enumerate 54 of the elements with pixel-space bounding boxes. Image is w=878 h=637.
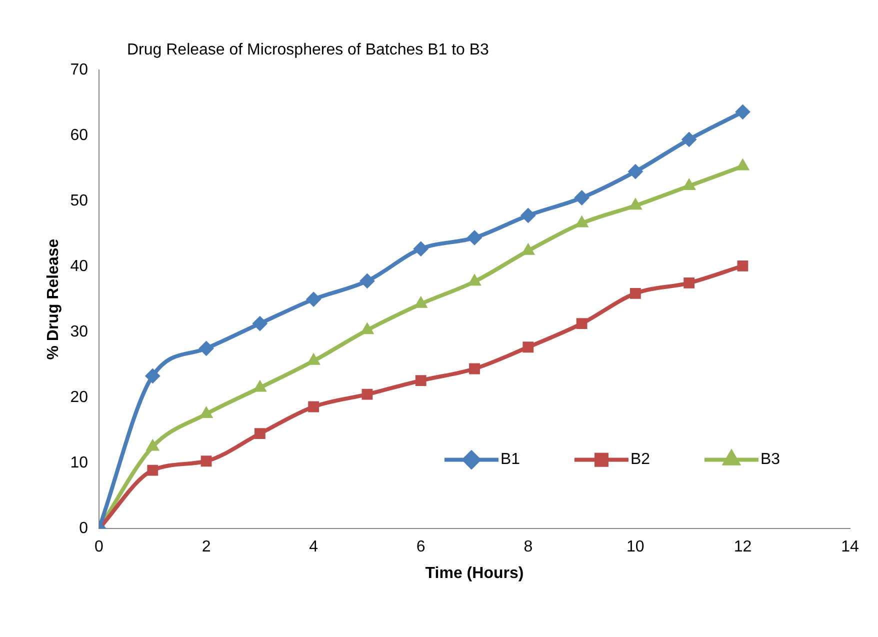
y-tick-label: 20: [70, 388, 88, 406]
point: [198, 340, 214, 356]
point: [468, 274, 482, 286]
point: [576, 318, 588, 329]
point: [200, 456, 212, 467]
y-tick-label: 70: [70, 61, 88, 78]
x-axis-title: Time (Hours): [425, 564, 524, 582]
x-tick-label: 8: [524, 538, 533, 556]
y-axis-title: % Drug Release: [45, 238, 62, 360]
point: [306, 292, 322, 307]
point: [362, 388, 373, 400]
point: [628, 198, 642, 210]
point: [360, 322, 374, 334]
point: [147, 464, 158, 476]
point: [522, 243, 535, 255]
x-tick-label: 0: [94, 538, 104, 556]
x-tick-label: 12: [734, 538, 752, 556]
point: [145, 368, 160, 384]
point: [254, 428, 266, 440]
point: [736, 158, 750, 170]
point: [628, 164, 643, 180]
legend-label: B1: [500, 451, 520, 468]
point: [682, 178, 696, 190]
point: [520, 208, 536, 223]
point: [415, 375, 426, 386]
y-tick-label: 60: [70, 126, 88, 144]
chart-title: Drug Release of Microspheres of Batches B1 to B3: [126, 41, 490, 58]
x-tick-label: 4: [309, 538, 318, 556]
point: [360, 273, 375, 288]
point: [735, 104, 750, 120]
point: [682, 132, 697, 147]
point: [252, 316, 268, 332]
y-tick-label: 0: [79, 520, 88, 538]
x-tick-label: 6: [416, 538, 426, 556]
point: [308, 401, 320, 412]
y-tick-label: 30: [70, 323, 88, 340]
x-tick-label: 10: [626, 538, 644, 556]
point: [630, 288, 641, 299]
y-tick-label: 10: [70, 454, 88, 472]
point: [574, 190, 590, 206]
legend-label: B2: [630, 451, 650, 468]
point: [737, 260, 748, 272]
x-tick-label: 2: [202, 538, 211, 556]
point: [467, 230, 482, 246]
x-tick-label: 14: [841, 538, 859, 556]
point: [684, 277, 695, 288]
point: [414, 296, 428, 308]
point: [522, 342, 534, 353]
point: [413, 241, 428, 256]
point: [469, 363, 480, 374]
point: [575, 216, 588, 228]
y-tick-label: 50: [70, 192, 88, 210]
y-tick-label: 40: [70, 258, 88, 275]
legend-label: B3: [760, 451, 780, 468]
